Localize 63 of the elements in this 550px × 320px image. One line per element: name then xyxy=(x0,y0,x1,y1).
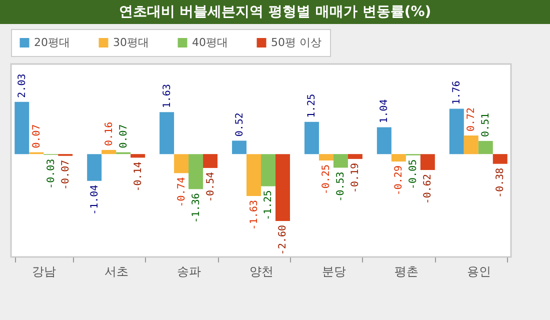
data-label: -1.63 xyxy=(248,200,260,230)
data-label: 0.07 xyxy=(31,124,42,148)
data-label: -2.60 xyxy=(278,224,289,256)
x-tick-label: 양천 xyxy=(250,264,274,278)
data-label: -1.04 xyxy=(89,184,100,215)
bar xyxy=(492,154,508,164)
bar xyxy=(261,154,276,186)
x-tick-label: 송파 xyxy=(177,264,202,278)
bar xyxy=(464,136,478,154)
bar xyxy=(449,108,464,154)
bar xyxy=(188,154,204,190)
bar xyxy=(246,154,261,196)
data-label: -0.14 xyxy=(132,162,144,192)
data-label: -0.53 xyxy=(336,172,347,202)
bar xyxy=(102,150,116,154)
legend-label: 50평 이상 xyxy=(271,36,322,49)
bar xyxy=(348,154,362,159)
data-label: 1.25 xyxy=(306,94,318,118)
bar xyxy=(391,154,406,162)
data-label: 1.76 xyxy=(452,80,463,105)
bar xyxy=(203,154,218,168)
bar xyxy=(87,154,102,181)
data-label: 0.16 xyxy=(104,122,115,146)
bar xyxy=(376,127,392,154)
legend-label: 20평대 xyxy=(34,36,70,49)
bar xyxy=(130,154,146,158)
data-label: 0.07 xyxy=(118,124,130,148)
bar xyxy=(275,154,290,221)
x-tick-label: 평촌 xyxy=(394,264,418,278)
data-label: -0.74 xyxy=(176,177,188,208)
x-tick-label: 분당 xyxy=(322,264,346,278)
data-label: -0.25 xyxy=(321,164,332,195)
bar xyxy=(232,140,247,154)
bar xyxy=(420,154,435,170)
data-label: 0.52 xyxy=(234,112,246,137)
x-tick-label: 용인 xyxy=(466,264,491,278)
data-label: -0.29 xyxy=(394,166,405,196)
data-label: -0.03 xyxy=(46,158,57,189)
bar xyxy=(174,154,189,174)
x-tick-label: 강남 xyxy=(32,264,56,278)
legend-label: 40평대 xyxy=(192,36,228,49)
data-label: -1.36 xyxy=(190,193,202,224)
data-label: -0.38 xyxy=(495,168,506,198)
data-label: -1.25 xyxy=(263,190,274,220)
data-label: -0.07 xyxy=(60,160,72,190)
data-label: 1.04 xyxy=(379,99,390,124)
legend-label: 30평대 xyxy=(113,36,149,49)
data-label: 1.63 xyxy=(162,84,173,108)
chart-title: 연초대비 버블세븐지역 평형별 매매가 변동률(%) xyxy=(0,0,550,24)
bar xyxy=(318,154,334,160)
bar xyxy=(160,112,174,154)
data-label: -0.05 xyxy=(408,159,420,190)
data-label: -0.19 xyxy=(350,162,362,194)
bar xyxy=(333,154,348,168)
data-label: -0.54 xyxy=(205,172,216,202)
bar xyxy=(14,102,30,154)
x-tick-label: 서초 xyxy=(104,264,129,278)
data-label: -0.62 xyxy=(422,174,434,204)
data-label: 0.72 xyxy=(466,107,478,132)
data-label: 0.51 xyxy=(480,112,492,137)
bar xyxy=(478,140,493,154)
bar xyxy=(304,122,319,154)
data-label: 2.03 xyxy=(16,74,28,98)
